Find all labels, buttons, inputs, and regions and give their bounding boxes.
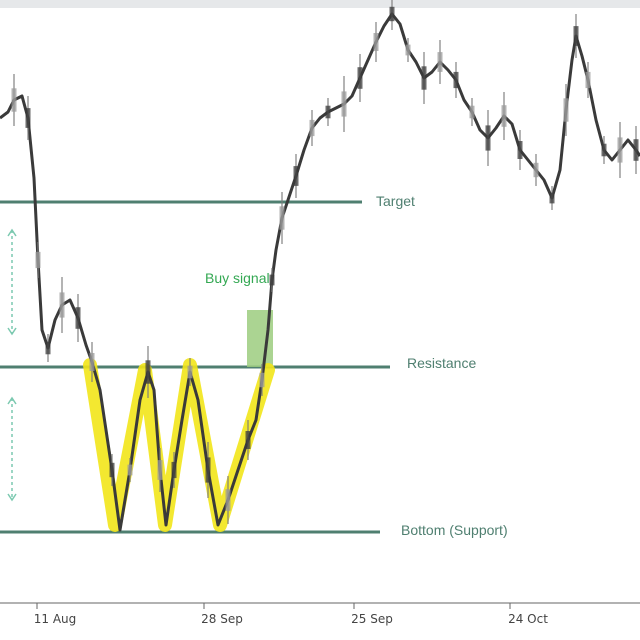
candle-body xyxy=(357,67,363,89)
candle-body xyxy=(225,489,231,511)
candle-body xyxy=(89,353,95,371)
candle-body xyxy=(59,292,65,318)
target-measure-arrow-head-top xyxy=(7,228,17,237)
candle-body xyxy=(453,71,459,89)
candle-body xyxy=(533,162,539,178)
candle-body xyxy=(279,206,285,230)
target-label: Target xyxy=(376,193,415,209)
candle-body xyxy=(373,33,379,51)
candle-body xyxy=(341,91,347,117)
buy-signal-label: Buy signal xyxy=(205,270,270,286)
candle-body xyxy=(633,139,639,161)
candle-body xyxy=(245,431,251,449)
bottom-support-label: Bottom (Support) xyxy=(401,522,508,538)
candle-body xyxy=(35,251,41,269)
candle-body xyxy=(25,108,31,128)
candle-body xyxy=(109,462,115,478)
candle-body xyxy=(485,125,491,151)
candle-body xyxy=(405,44,411,56)
x-tick-label: 11 Aug xyxy=(33,612,77,626)
candle-body xyxy=(309,119,315,137)
candle-body xyxy=(437,52,443,72)
candle-body xyxy=(145,360,151,384)
candle-body xyxy=(585,71,591,89)
resistance-label: Resistance xyxy=(407,355,477,371)
candle-body xyxy=(11,88,17,112)
candle-body xyxy=(269,274,275,286)
candle-body xyxy=(127,464,133,476)
candle-body xyxy=(549,192,555,204)
candle-body xyxy=(469,105,475,119)
price-series-line xyxy=(0,12,640,532)
candle-body xyxy=(157,460,163,480)
chart-top-border xyxy=(0,0,640,8)
candle-body xyxy=(325,105,331,119)
pattern-height-arrow-head-top xyxy=(7,396,17,405)
x-tick-label: 28 Sep xyxy=(201,612,243,626)
target-measure-arrow-head-bottom xyxy=(7,327,17,336)
candle-body xyxy=(389,6,395,22)
candle-body xyxy=(517,141,523,159)
candle-body xyxy=(293,166,299,186)
candle-body xyxy=(501,105,507,127)
candle-body xyxy=(259,372,265,388)
candle-body xyxy=(563,98,569,122)
candle-body xyxy=(421,66,427,90)
x-tick-label: 24 Oct xyxy=(508,612,548,626)
candle-body xyxy=(187,365,193,379)
candle-body xyxy=(171,461,177,479)
candle-body xyxy=(573,26,579,46)
candle-body xyxy=(45,341,51,355)
candle-body xyxy=(617,137,623,163)
x-tick-label: 25 Sep xyxy=(351,612,393,626)
candle-body xyxy=(205,457,211,483)
pattern-height-arrow-head-bottom xyxy=(7,493,17,502)
candle-body xyxy=(75,307,81,329)
candle-body xyxy=(601,143,607,157)
